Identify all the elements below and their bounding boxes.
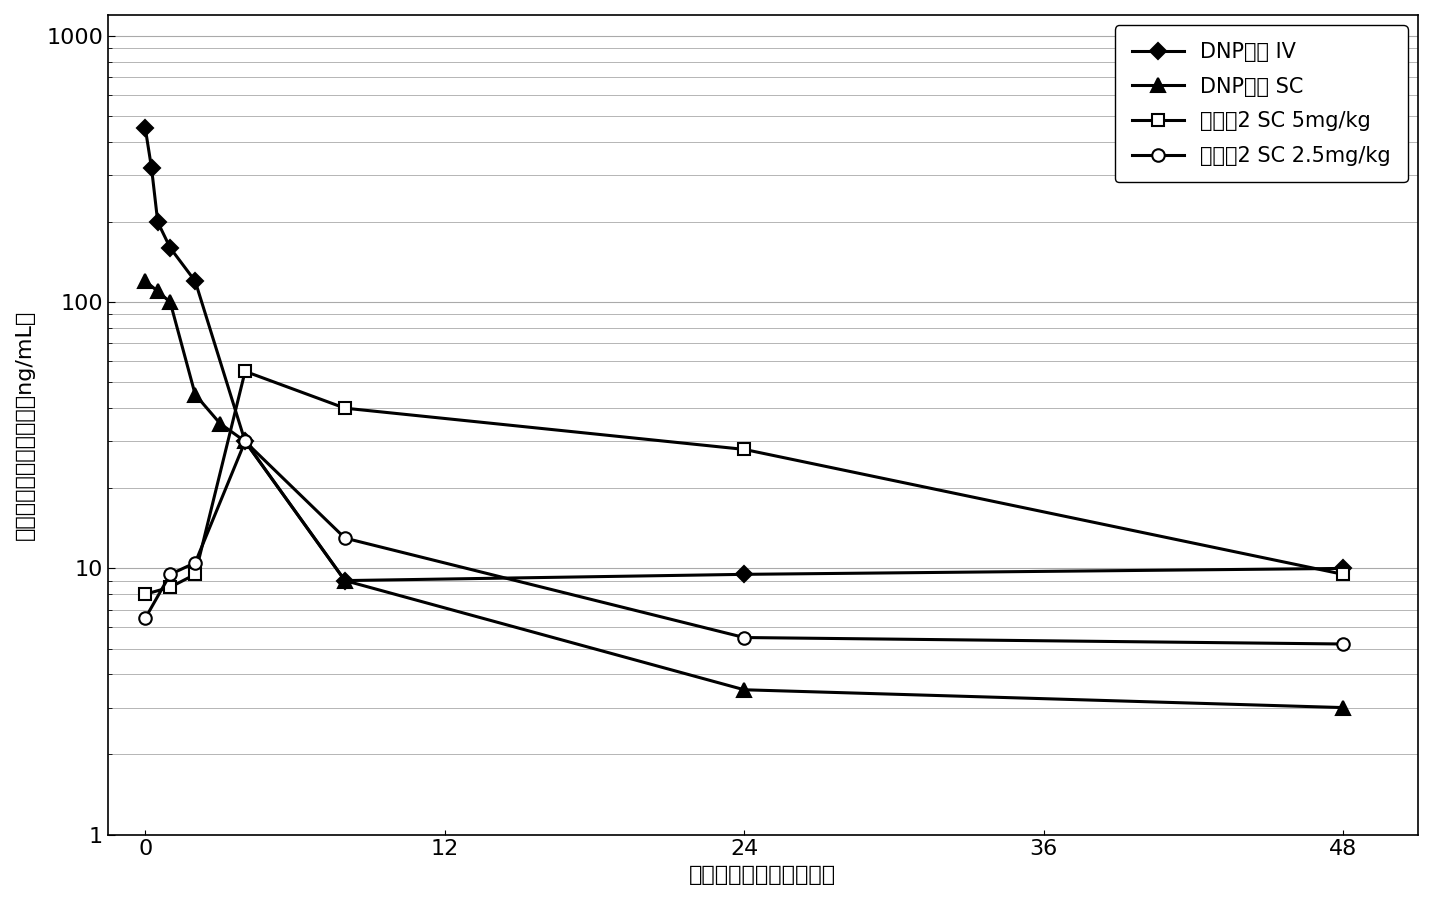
比较例2 SC 5mg/kg [1334, 569, 1351, 580]
比较例2 SC 2.5mg/kg [337, 533, 354, 544]
DNP单体 SC [162, 297, 179, 308]
DNP单体 IV [236, 436, 254, 446]
比较例2 SC 2.5mg/kg [735, 632, 752, 643]
比较例2 SC 5mg/kg [186, 569, 203, 580]
DNP单体 SC [186, 389, 203, 400]
比较例2 SC 2.5mg/kg [236, 436, 254, 446]
DNP单体 IV [186, 275, 203, 286]
DNP单体 IV [162, 242, 179, 253]
Legend: DNP单体 IV, DNP单体 SC, 比较例2 SC 5mg/kg, 比较例2 SC 2.5mg/kg: DNP单体 IV, DNP单体 SC, 比较例2 SC 5mg/kg, 比较例2… [1115, 25, 1407, 183]
DNP单体 SC [149, 286, 166, 297]
比较例2 SC 5mg/kg [735, 444, 752, 454]
DNP单体 IV [136, 123, 153, 134]
DNP单体 SC [236, 436, 254, 446]
比较例2 SC 5mg/kg [136, 589, 153, 599]
DNP单体 IV [143, 162, 160, 173]
Line: 比较例2 SC 5mg/kg: 比较例2 SC 5mg/kg [139, 365, 1350, 600]
比较例2 SC 2.5mg/kg [162, 569, 179, 580]
比较例2 SC 5mg/kg [337, 403, 354, 414]
DNP单体 IV [1334, 563, 1351, 574]
DNP单体 SC [1334, 702, 1351, 713]
Y-axis label: 血浆中盐酸多奈派浓度（ng/mL）: 血浆中盐酸多奈派浓度（ng/mL） [14, 310, 34, 540]
比较例2 SC 5mg/kg [236, 366, 254, 377]
比较例2 SC 2.5mg/kg [186, 557, 203, 568]
比较例2 SC 2.5mg/kg [1334, 639, 1351, 650]
X-axis label: 给药后经过时间（小时）: 给药后经过时间（小时） [689, 865, 837, 885]
Line: DNP单体 SC: DNP单体 SC [139, 274, 1350, 715]
DNP单体 SC [212, 418, 229, 429]
DNP单体 SC [136, 275, 153, 286]
比较例2 SC 5mg/kg [162, 581, 179, 592]
DNP单体 IV [337, 575, 354, 586]
DNP单体 IV [735, 569, 752, 580]
Line: 比较例2 SC 2.5mg/kg: 比较例2 SC 2.5mg/kg [139, 436, 1350, 651]
比较例2 SC 2.5mg/kg [136, 613, 153, 624]
Line: DNP单体 IV: DNP单体 IV [140, 122, 1348, 586]
DNP单体 SC [337, 575, 354, 586]
DNP单体 SC [735, 684, 752, 695]
DNP单体 IV [149, 217, 166, 228]
